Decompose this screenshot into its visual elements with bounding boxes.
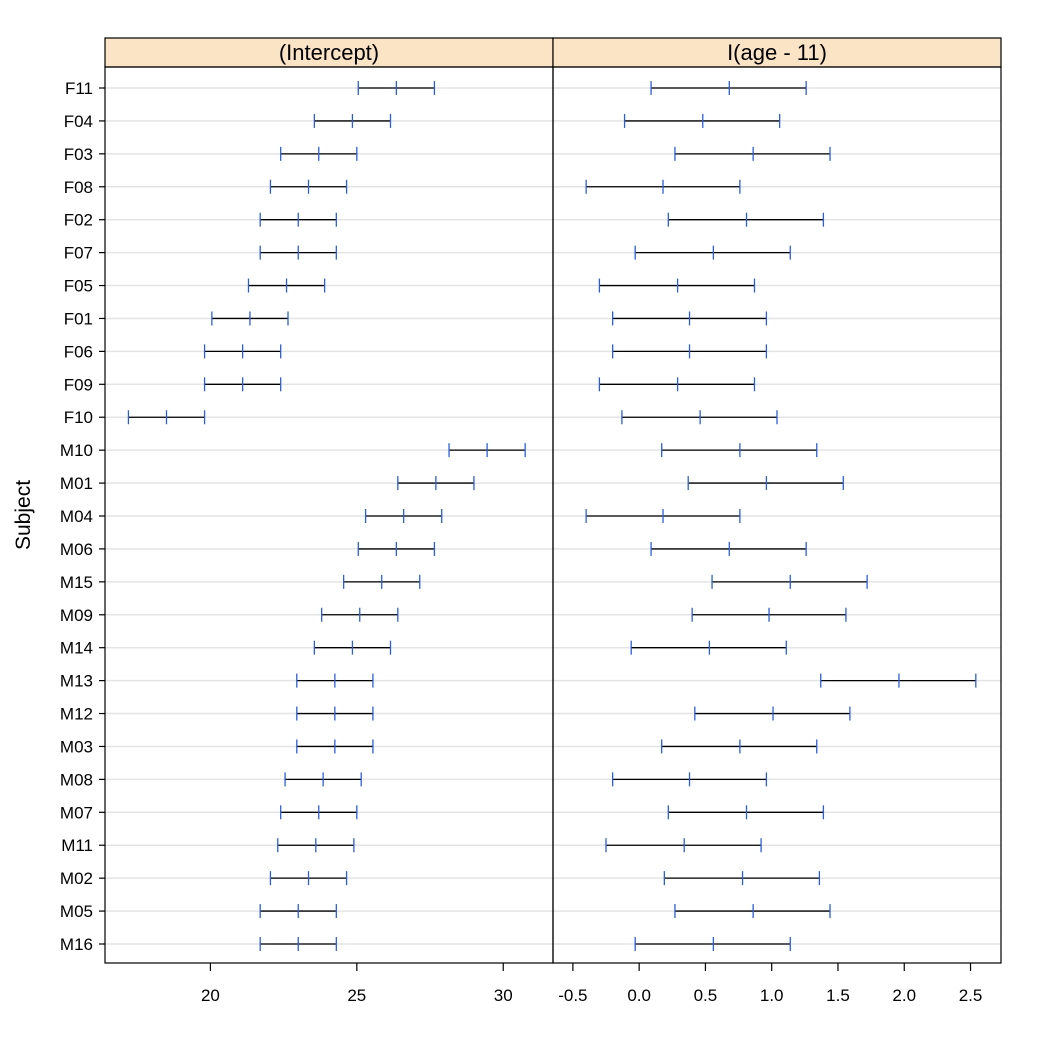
x-tick-label-1-1: 0.0 [627, 986, 651, 1005]
row-label-M06: M06 [60, 540, 93, 559]
row-label-M12: M12 [60, 705, 93, 724]
x-tick-label-1-3: 1.0 [760, 986, 784, 1005]
x-tick-label-1-5: 2.0 [892, 986, 916, 1005]
interval-marks [127, 81, 977, 951]
row-label-M02: M02 [60, 869, 93, 888]
row-label-M01: M01 [60, 474, 93, 493]
panel-frame-1 [552, 66, 1002, 964]
x-axes: 20 25 30 -0.5 0.0 0.5 1.0 1.5 2.0 2.5 [99, 87, 983, 1005]
x-tick-label-0-1: 25 [347, 986, 366, 1005]
row-label-F11: F11 [65, 79, 93, 98]
row-label-F08: F08 [64, 178, 93, 197]
x-tick-label-1-0: -0.5 [558, 986, 587, 1005]
row-label-F02: F02 [64, 211, 93, 230]
panel-frames: (Intercept) I(age - 11) [104, 37, 1002, 964]
row-label-M09: M09 [60, 606, 93, 625]
panel-frame-0 [104, 66, 554, 964]
y-axis-label: Subject [12, 480, 35, 550]
strip-bg-0 [105, 38, 553, 67]
x-tick-label-0-0: 20 [201, 986, 220, 1005]
row-labels: F11 F04 F03 F08 F02 F07 F05 F01 F06 F09 F10 M10 M01 M… [60, 79, 93, 954]
x-tick-label-1-4: 1.5 [826, 986, 850, 1005]
row-label-M10: M10 [60, 441, 93, 460]
row-label-M03: M03 [60, 737, 93, 756]
row-label-M04: M04 [60, 507, 93, 526]
x-tick-label-1-2: 0.5 [694, 986, 718, 1005]
x-tick-label-0-2: 30 [494, 986, 513, 1005]
row-label-M05: M05 [60, 902, 93, 921]
row-label-M15: M15 [60, 573, 93, 592]
row-label-F07: F07 [64, 244, 93, 263]
row-label-F05: F05 [64, 277, 93, 296]
strip-bg-1 [553, 38, 1001, 67]
row-label-F03: F03 [64, 145, 93, 164]
row-label-F04: F04 [64, 112, 93, 131]
strip-label-0: (Intercept) [279, 40, 379, 65]
row-label-F06: F06 [64, 342, 93, 361]
row-label-M11: M11 [61, 836, 93, 855]
row-label-M14: M14 [60, 639, 93, 658]
row-label-F01: F01 [64, 309, 93, 328]
strip-label-1: I(age - 11) [727, 40, 827, 65]
row-label-F10: F10 [64, 408, 93, 427]
row-label-M07: M07 [60, 803, 93, 822]
row-label-M08: M08 [60, 770, 93, 789]
row-label-M16: M16 [60, 935, 93, 954]
row-label-F09: F09 [64, 375, 93, 394]
row-label-M13: M13 [60, 672, 93, 691]
x-tick-label-1-6: 2.5 [959, 986, 983, 1005]
